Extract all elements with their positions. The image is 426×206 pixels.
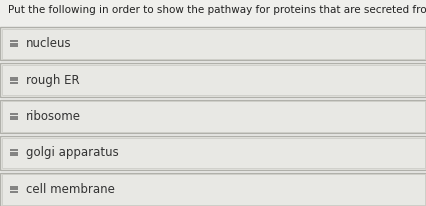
Bar <box>0 27 426 60</box>
Bar <box>0 63 426 97</box>
Bar <box>0 100 426 133</box>
Bar <box>2 174 424 205</box>
Text: rough ER: rough ER <box>26 74 80 87</box>
Bar <box>0 136 426 170</box>
Bar <box>2 101 424 132</box>
Text: cell membrane: cell membrane <box>26 183 115 196</box>
Text: Put the following in order to show the pathway for proteins that are secreted fr: Put the following in order to show the p… <box>8 5 426 15</box>
Bar <box>2 65 424 95</box>
Text: nucleus: nucleus <box>26 37 72 50</box>
Text: ribosome: ribosome <box>26 110 81 123</box>
Bar <box>2 138 424 168</box>
Text: golgi apparatus: golgi apparatus <box>26 146 119 159</box>
Bar <box>2 28 424 59</box>
Bar <box>0 173 426 206</box>
